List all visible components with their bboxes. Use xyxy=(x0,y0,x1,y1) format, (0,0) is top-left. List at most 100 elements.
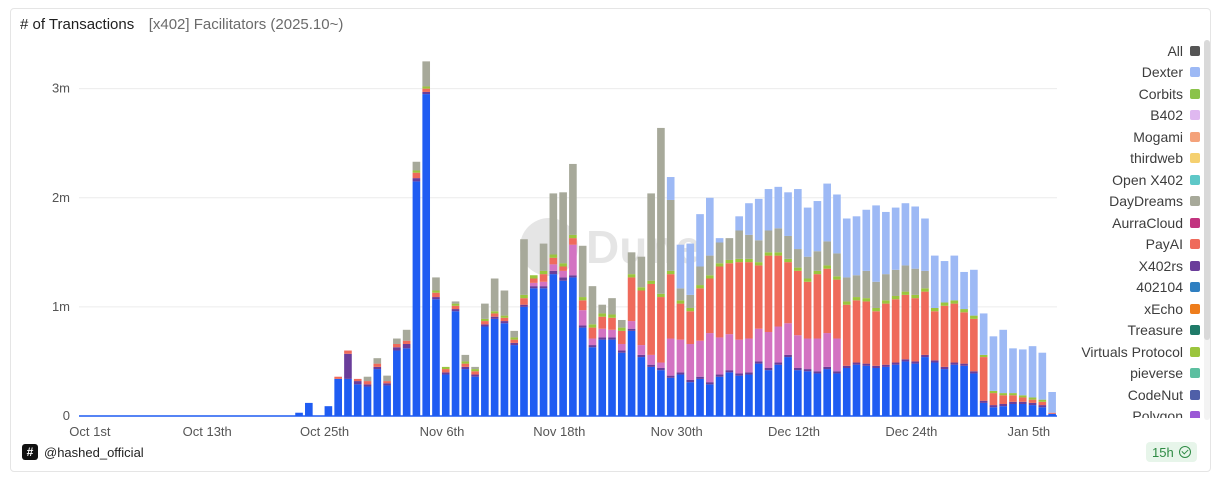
bar-segment[interactable] xyxy=(451,309,460,312)
bar-segment[interactable] xyxy=(676,244,685,289)
legend-item[interactable]: All xyxy=(1060,40,1200,62)
bar-segment[interactable] xyxy=(872,205,880,282)
bar-segment[interactable] xyxy=(549,264,558,271)
bar-segment[interactable] xyxy=(363,381,372,385)
legend-item[interactable]: thirdweb xyxy=(1060,148,1200,170)
bar-segment[interactable] xyxy=(715,337,724,375)
bar-segment[interactable] xyxy=(1009,404,1017,416)
bar-segment[interactable] xyxy=(979,400,988,403)
bar-segment[interactable] xyxy=(852,275,861,298)
bar-segment[interactable] xyxy=(422,86,431,89)
bar-segment[interactable] xyxy=(549,254,558,258)
bar-segment[interactable] xyxy=(735,375,743,416)
bar-segment[interactable] xyxy=(578,327,587,416)
bar-segment[interactable] xyxy=(588,327,597,339)
bar-segment[interactable] xyxy=(647,366,655,416)
bar-segment[interactable] xyxy=(686,311,695,344)
bar-segment[interactable] xyxy=(608,317,616,330)
legend-item[interactable]: CodeNut xyxy=(1060,384,1200,406)
bar-segment[interactable] xyxy=(608,314,616,318)
legend-item[interactable]: Virtuals Protocol xyxy=(1060,341,1200,363)
bar-segment[interactable] xyxy=(588,338,597,346)
bar-segment[interactable] xyxy=(823,268,831,334)
bar-segment[interactable] xyxy=(754,361,763,364)
bar-segment[interactable] xyxy=(617,352,626,416)
bar-segment[interactable] xyxy=(559,263,567,267)
bar-segment[interactable] xyxy=(647,280,655,284)
bar-segment[interactable] xyxy=(666,377,675,416)
bar-segment[interactable] xyxy=(754,240,763,263)
bar-segment[interactable] xyxy=(950,303,959,363)
bar-segment[interactable] xyxy=(706,255,714,276)
bar-segment[interactable] xyxy=(823,241,831,266)
bar-segment[interactable] xyxy=(999,395,1008,404)
legend-item[interactable]: 402104 xyxy=(1060,277,1200,299)
bar-segment[interactable] xyxy=(500,323,509,416)
bar-segment[interactable] xyxy=(529,286,538,289)
bar-segment[interactable] xyxy=(745,234,753,259)
bar-segment[interactable] xyxy=(490,316,499,319)
bar-segment[interactable] xyxy=(490,313,499,317)
bar-segment[interactable] xyxy=(813,270,822,275)
bar-segment[interactable] xyxy=(872,311,880,366)
bar-segment[interactable] xyxy=(422,88,431,92)
bar-segment[interactable] xyxy=(891,364,900,416)
bar-segment[interactable] xyxy=(676,303,685,340)
bar-segment[interactable] xyxy=(1028,402,1037,406)
bar-segment[interactable] xyxy=(353,384,362,416)
bar-segment[interactable] xyxy=(960,363,968,366)
bar-segment[interactable] xyxy=(745,374,753,416)
bar-segment[interactable] xyxy=(999,406,1008,416)
bar-segment[interactable] xyxy=(481,303,489,319)
bar-segment[interactable] xyxy=(833,276,841,280)
bar-segment[interactable] xyxy=(529,282,538,287)
bar-segment[interactable] xyxy=(794,249,802,268)
bar-segment[interactable] xyxy=(930,311,939,361)
bar-segment[interactable] xyxy=(412,172,421,179)
bar-segment[interactable] xyxy=(921,288,929,292)
bar-segment[interactable] xyxy=(510,342,519,346)
bar-segment[interactable] xyxy=(706,275,714,279)
bar-segment[interactable] xyxy=(754,328,763,362)
bar-segment[interactable] xyxy=(412,178,421,182)
bar-segment[interactable] xyxy=(784,354,792,358)
bar-segment[interactable] xyxy=(569,163,577,235)
bar-segment[interactable] xyxy=(862,363,871,366)
legend-item[interactable]: Corbits xyxy=(1060,83,1200,105)
bar-segment[interactable] xyxy=(754,198,763,241)
bar-segment[interactable] xyxy=(1048,412,1056,414)
bar-segment[interactable] xyxy=(637,354,646,358)
bar-segment[interactable] xyxy=(373,369,382,416)
bar-segment[interactable] xyxy=(1038,401,1047,406)
legend-item[interactable]: Polygon xyxy=(1060,406,1200,418)
bar-segment[interactable] xyxy=(490,278,499,312)
bar-segment[interactable] xyxy=(715,376,724,416)
bar-segment[interactable] xyxy=(598,339,607,416)
bar-segment[interactable] xyxy=(344,378,352,416)
bar-segment[interactable] xyxy=(617,327,626,331)
bar-segment[interactable] xyxy=(1038,352,1047,400)
bar-segment[interactable] xyxy=(754,363,763,416)
bar-segment[interactable] xyxy=(979,354,988,358)
bar-segment[interactable] xyxy=(578,325,587,328)
bar-segment[interactable] xyxy=(803,369,812,372)
bar-segment[interactable] xyxy=(1009,393,1017,396)
bar-segment[interactable] xyxy=(588,345,597,348)
bar-segment[interactable] xyxy=(676,300,685,304)
bar-segment[interactable] xyxy=(833,373,841,416)
bar-segment[interactable] xyxy=(441,369,450,373)
bar-segment[interactable] xyxy=(461,366,470,370)
bar-segment[interactable] xyxy=(598,316,607,329)
bar-segment[interactable] xyxy=(706,197,714,256)
bar-segment[interactable] xyxy=(901,265,910,292)
bar-segment[interactable] xyxy=(344,353,352,379)
bar-segment[interactable] xyxy=(764,189,773,231)
bar-segment[interactable] xyxy=(529,278,538,283)
bar-segment[interactable] xyxy=(852,364,861,416)
bar-segment[interactable] xyxy=(979,357,988,401)
legend-item[interactable]: PayAI xyxy=(1060,234,1200,256)
bar-segment[interactable] xyxy=(500,317,509,322)
bar-segment[interactable] xyxy=(784,357,792,416)
bar-segment[interactable] xyxy=(617,319,626,328)
bar-segment[interactable] xyxy=(764,370,773,416)
